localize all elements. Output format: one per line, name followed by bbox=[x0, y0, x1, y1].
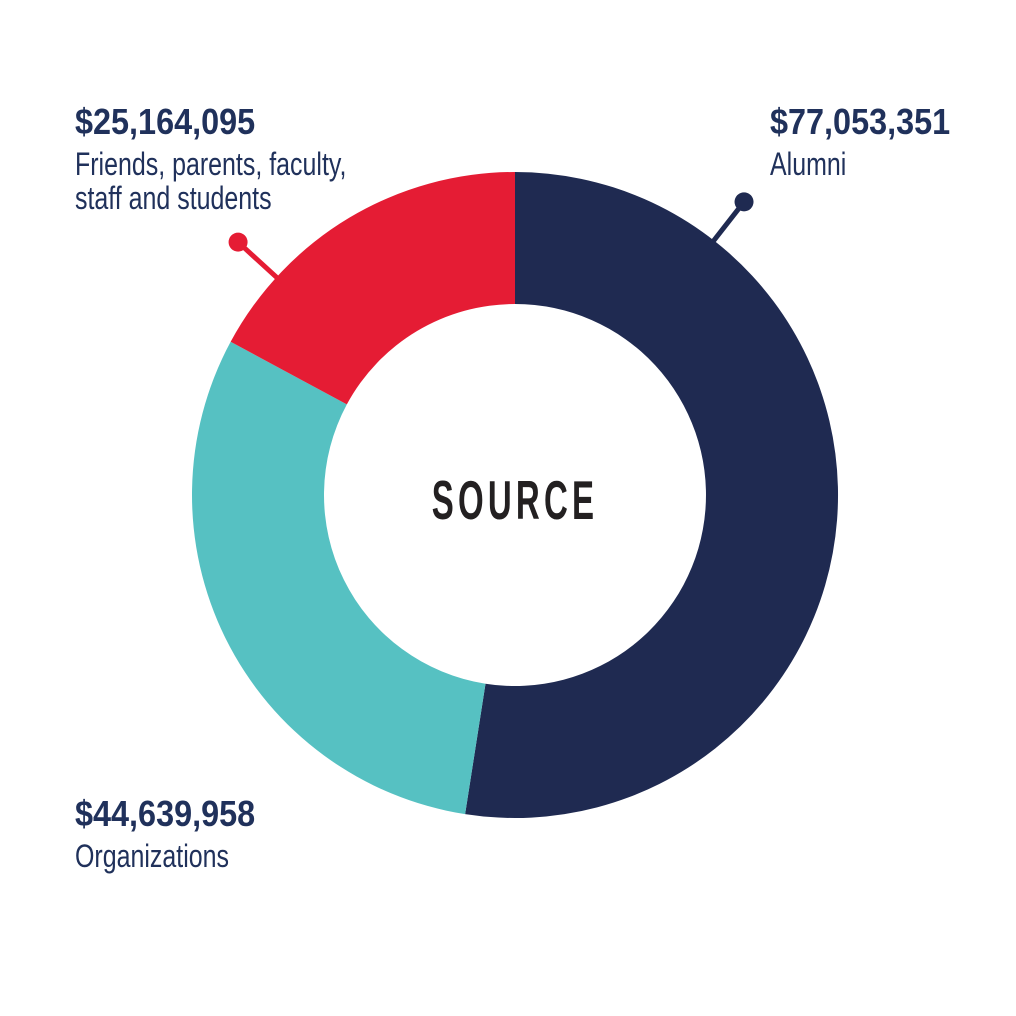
callout-dot-alumni bbox=[734, 192, 754, 212]
label-friends-amount: $25,164,095 bbox=[75, 101, 256, 142]
label-organizations: $44,639,958 Organizations bbox=[75, 793, 275, 874]
donut-center-label: SOURCE bbox=[431, 469, 599, 531]
donut-segment-organizations bbox=[191, 341, 486, 815]
donut-segment-friends bbox=[230, 172, 515, 405]
donut-segment-alumni bbox=[465, 172, 839, 819]
callout-line-friends bbox=[243, 246, 284, 284]
callout-line-alumni bbox=[707, 207, 741, 248]
label-alumni-amount: $77,053,351 bbox=[770, 101, 951, 142]
callout-dot-friends bbox=[228, 232, 248, 252]
label-friends-line1: Friends, parents, faculty, bbox=[75, 146, 347, 182]
label-organizations-amount: $44,639,958 bbox=[75, 793, 256, 834]
label-friends-line2: staff and students bbox=[75, 180, 272, 216]
label-alumni: $77,053,351 Alumni bbox=[770, 101, 970, 182]
label-organizations-line1: Organizations bbox=[75, 838, 230, 874]
label-alumni-line1: Alumni bbox=[770, 146, 847, 182]
label-friends: $25,164,095 Friends, parents, faculty, s… bbox=[75, 101, 423, 216]
